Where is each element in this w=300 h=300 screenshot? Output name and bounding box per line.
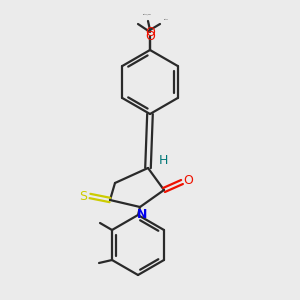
Text: O: O [145, 26, 155, 40]
Text: O: O [145, 29, 155, 43]
Text: S: S [79, 190, 87, 202]
Text: O: O [183, 173, 193, 187]
Text: methyl_label: methyl_label [142, 13, 152, 15]
Text: N: N [137, 208, 147, 220]
Text: methyl: methyl [164, 18, 168, 20]
Text: H: H [158, 154, 168, 166]
